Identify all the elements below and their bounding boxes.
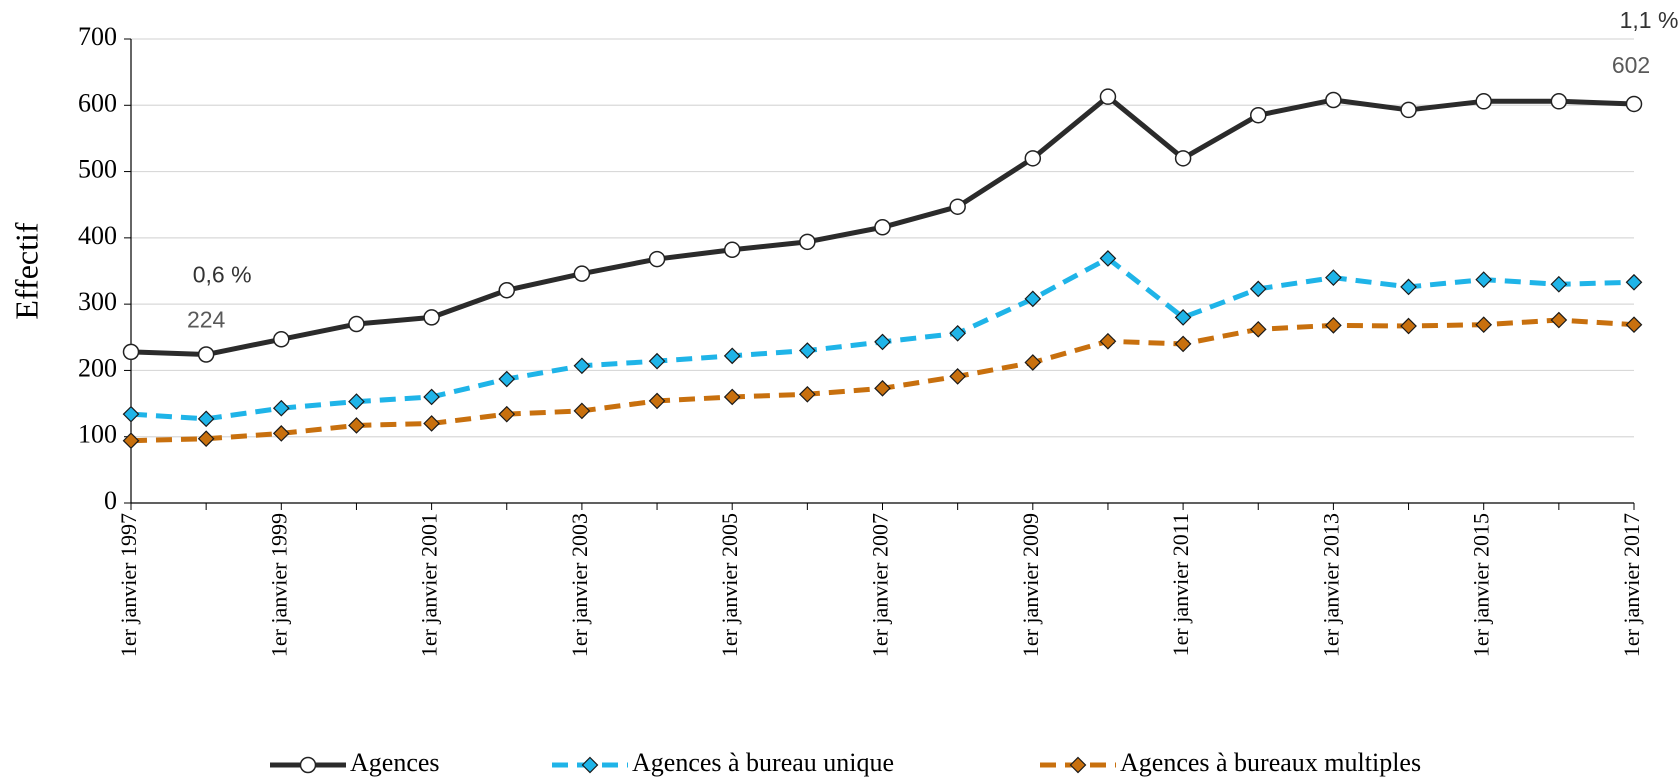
annotation: 1,1 %	[1620, 7, 1679, 33]
marker	[273, 331, 290, 348]
y-tick-label: 600	[78, 88, 117, 117]
marker	[1625, 95, 1643, 113]
x-tick-label: 1er janvier 2017	[1619, 513, 1644, 657]
marker	[1325, 317, 1342, 334]
marker	[348, 417, 365, 434]
y-tick-label: 0	[104, 486, 117, 515]
marker	[122, 405, 140, 423]
marker	[1400, 278, 1417, 296]
marker	[1099, 88, 1117, 105]
marker	[723, 241, 741, 259]
marker	[1325, 91, 1342, 109]
marker	[1400, 101, 1417, 119]
marker	[1250, 106, 1267, 124]
marker	[1475, 316, 1493, 334]
marker	[573, 402, 591, 420]
y-axis-label: Effectif	[8, 222, 44, 319]
marker	[272, 425, 290, 442]
marker	[498, 281, 515, 299]
legend-label: Agences à bureaux multiples	[1120, 748, 1421, 777]
x-tick-label: 1er janvier 2001	[417, 513, 442, 657]
marker	[197, 430, 215, 448]
marker	[299, 756, 317, 774]
marker	[874, 219, 891, 236]
marker	[874, 333, 891, 351]
legend-label: Agences	[350, 748, 440, 777]
annotation: 602	[1612, 52, 1650, 78]
marker	[573, 265, 591, 282]
marker	[1069, 756, 1087, 774]
marker	[1099, 332, 1117, 350]
marker	[799, 385, 816, 403]
marker	[423, 415, 440, 432]
x-tick-label: 1er janvier 1997	[116, 513, 141, 657]
marker	[799, 233, 816, 251]
marker	[348, 393, 365, 410]
marker	[1174, 150, 1192, 167]
x-tick-label: 1er janvier 2007	[868, 513, 893, 657]
x-tick-label: 1er janvier 2015	[1469, 513, 1494, 657]
marker	[581, 756, 599, 774]
marker	[723, 388, 741, 406]
marker	[423, 309, 440, 326]
annotation: 224	[187, 307, 226, 333]
marker	[1249, 320, 1267, 338]
legend-label: Agences à bureau unique	[632, 748, 894, 777]
marker	[498, 405, 516, 423]
x-tick-label: 1er janvier 2005	[717, 513, 742, 657]
marker	[423, 388, 440, 406]
marker	[1174, 309, 1192, 326]
marker	[1325, 269, 1342, 286]
marker	[1475, 271, 1493, 288]
x-tick-label: 1er janvier 2009	[1018, 513, 1043, 657]
marker	[1099, 250, 1117, 267]
y-tick-label: 400	[78, 221, 117, 250]
marker	[874, 379, 891, 397]
marker	[799, 342, 816, 359]
marker	[1625, 316, 1643, 334]
marker	[648, 352, 666, 370]
legend: Agences Agences à bureau unique Agences à …	[270, 748, 1421, 777]
marker	[1550, 311, 1568, 329]
marker	[1024, 354, 1042, 371]
marker	[348, 315, 365, 333]
marker	[1024, 150, 1042, 167]
annotation: 0,6 %	[193, 262, 252, 288]
marker	[1625, 273, 1643, 291]
marker	[498, 370, 516, 388]
marker	[1550, 275, 1568, 293]
y-tick-label: 500	[78, 155, 117, 184]
marker	[1249, 280, 1267, 298]
marker	[648, 250, 666, 268]
x-tick-label: 1er janvier 2013	[1318, 513, 1343, 657]
x-tick-label: 1er janvier 2003	[567, 513, 592, 657]
marker	[1024, 290, 1042, 308]
y-tick-label: 200	[78, 353, 117, 382]
marker	[723, 347, 741, 365]
marker	[1174, 335, 1192, 353]
y-tick-label: 300	[78, 287, 117, 316]
marker	[648, 392, 666, 410]
marker	[197, 346, 215, 363]
marker	[573, 357, 591, 375]
y-tick-label: 700	[78, 22, 117, 51]
marker	[122, 432, 140, 450]
marker	[272, 399, 290, 417]
marker	[949, 368, 966, 385]
marker	[1475, 93, 1492, 110]
x-tick-label: 1er janvier 1999	[266, 513, 291, 657]
x-tick-label: 1er janvier 2011	[1168, 513, 1193, 656]
marker	[197, 410, 215, 428]
marker	[1400, 317, 1417, 335]
y-tick-label: 100	[78, 420, 117, 449]
marker	[122, 343, 140, 361]
marker	[949, 198, 966, 215]
marker	[949, 324, 966, 342]
marker	[1550, 93, 1568, 110]
